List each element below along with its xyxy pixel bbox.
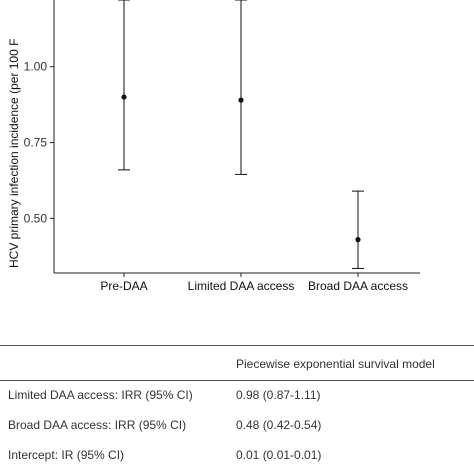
table-header-rule: [0, 380, 474, 381]
table-row-label: Intercept: IR (95% CI): [8, 448, 125, 462]
x-tick-label: Pre-DAA: [100, 279, 147, 293]
x-tick-label: Limited DAA access: [188, 279, 295, 293]
estimate-point: [355, 237, 361, 243]
x-axis: Pre-DAA Limited DAA access Broad DAA acces…: [54, 272, 420, 293]
y-tick-label: 0.50: [24, 211, 48, 225]
table-top-rule: [0, 345, 474, 346]
estimate-point: [238, 97, 244, 103]
estimate-point: [121, 94, 127, 100]
table-row-value: 0.01 (0.01-0.01): [236, 448, 322, 462]
y-tick-label: 1.00: [24, 60, 48, 74]
y-axis: 0.50 0.75 1.00: [24, 0, 55, 273]
table-row-label: Broad DAA access: IRR (95% CI): [8, 418, 187, 432]
table-header: Piecewise exponential survival model: [236, 357, 435, 371]
y-axis-label: HCV primary infection incidence (per 100…: [7, 39, 21, 268]
table-row-label: Limited DAA access: IRR (95% CI): [8, 388, 193, 402]
y-tick-label: 0.75: [24, 136, 48, 150]
incidence-chart: 0.50 0.75 1.00 Pre-DAA Limited DAA access Br…: [7, 0, 420, 293]
chart-marks: [118, 0, 364, 269]
table-row-value: 0.48 (0.42-0.54): [236, 418, 322, 432]
table-row-value: 0.98 (0.87-1.11): [236, 388, 321, 402]
x-tick-label: Broad DAA access: [308, 279, 408, 293]
